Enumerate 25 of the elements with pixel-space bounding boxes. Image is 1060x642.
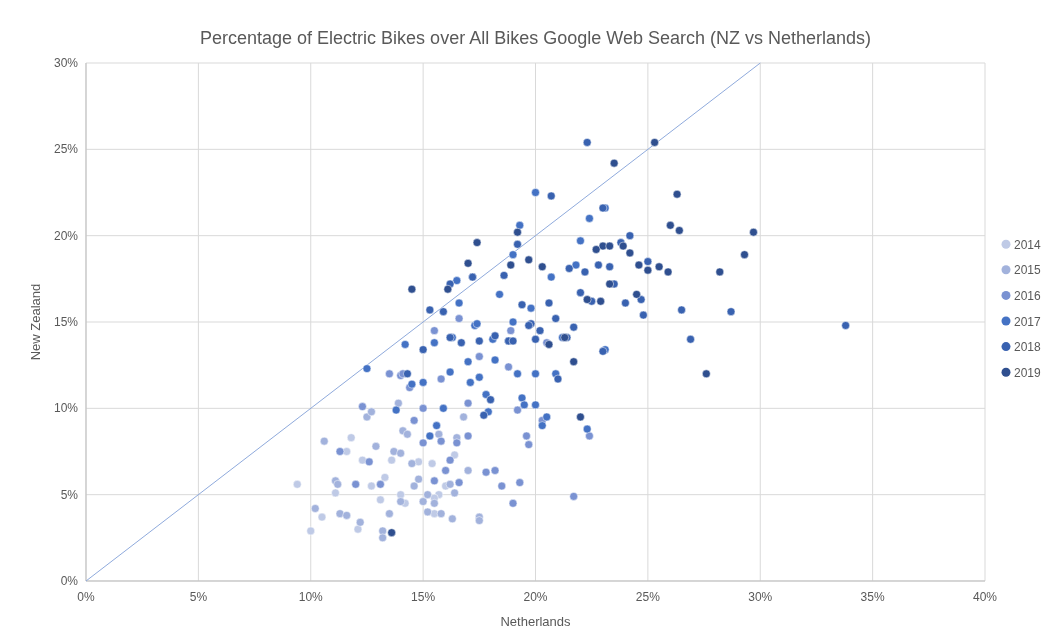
y-tick-label: 5% — [60, 487, 79, 502]
legend-label: 2017 — [1014, 314, 1042, 329]
legend-label: 2014 — [1014, 237, 1042, 252]
x-axis-title: Netherlands — [500, 614, 572, 629]
legend-label: 2018 — [1014, 340, 1042, 355]
x-tick-label: 15% — [411, 590, 436, 604]
x-tick-label: 35% — [860, 590, 885, 604]
legend-label: 2019 — [1014, 365, 1042, 380]
y-tick-label: 25% — [53, 142, 79, 157]
y-tick-label: 10% — [53, 401, 79, 416]
legend-label: 2016 — [1014, 288, 1042, 303]
y-tick-label: 15% — [53, 315, 79, 329]
legend-label: 2015 — [1014, 263, 1042, 278]
y-tick-label: 0% — [60, 574, 79, 588]
x-tick-label: 10% — [298, 590, 324, 604]
x-tick-label: 30% — [748, 590, 773, 604]
x-tick-label: 0% — [77, 590, 95, 604]
y-tick-label: 20% — [53, 228, 79, 243]
y-tick-label: 30% — [53, 56, 79, 70]
y-axis-title: New Zealand — [28, 283, 43, 361]
x-tick-label: 20% — [523, 590, 548, 604]
chart-title: Percentage of Electric Bikes over All Bikes Google Web Search (NZ vs Netherlands) — [200, 28, 871, 48]
x-tick-label: 5% — [189, 590, 208, 604]
x-tick-label: 40% — [972, 590, 998, 604]
x-tick-label: 25% — [635, 590, 661, 604]
